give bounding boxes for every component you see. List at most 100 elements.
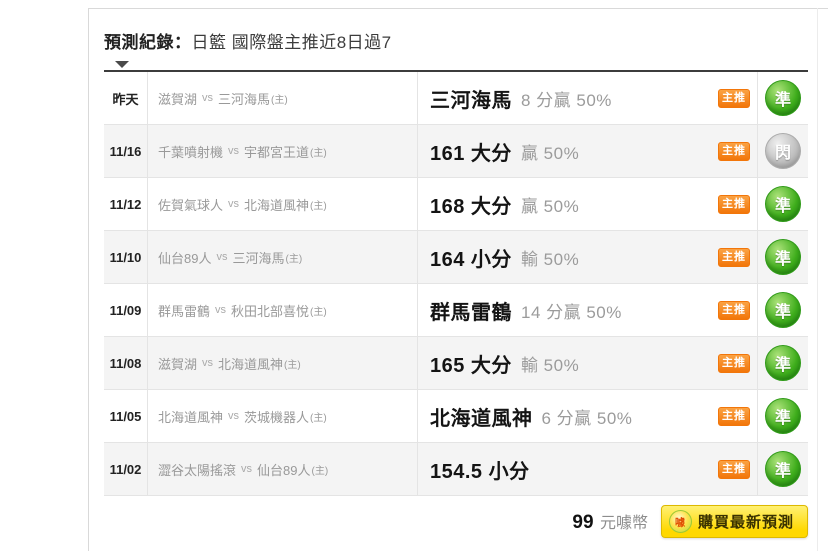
home-team-label: 茨城機器人 [244, 409, 310, 425]
matchup-cell: 群馬雷鶴 vs 秋田北部喜悅 (主) [148, 284, 418, 336]
home-mark-label: (主) [310, 306, 327, 318]
pick-cell: 三河海馬 8 分贏 50% 主推 [418, 72, 758, 124]
prediction-table-body: 昨天 滋賀湖 vs 三河海馬 (主) 三河海馬 8 分贏 50% 主推 準 11… [104, 72, 808, 496]
pick-cell: 群馬雷鶴 14 分贏 50% 主推 [418, 284, 758, 336]
result-status-icon: 準 [765, 239, 801, 275]
pick-detail-label: 14 分贏 50% [521, 302, 622, 322]
result-status-icon: 閃 [765, 133, 801, 169]
matchup-cell: 北海道風神 vs 茨城機器人 (主) [148, 390, 418, 442]
vs-label: vs [216, 251, 228, 263]
date-cell: 昨天 [104, 72, 148, 124]
main-pick-badge: 主推 [718, 88, 750, 108]
matchup-cell: 滋賀湖 vs 三河海馬 (主) [148, 72, 418, 124]
pick-detail-label: 贏 50% [520, 143, 580, 163]
date-cell: 11/12 [104, 178, 148, 230]
pick-detail-label: 8 分贏 50% [521, 90, 612, 110]
pick-main-label: 165 大分 [430, 354, 512, 377]
result-cell: 準 [758, 284, 808, 336]
page-title: 預測紀錄：日籃 國際盤主推近8日過7 [104, 28, 392, 53]
home-mark-label: (主) [310, 412, 327, 424]
result-status-icon: 準 [765, 451, 801, 487]
result-status-icon: 準 [765, 186, 801, 222]
buy-button-label: 購買最新預測 [697, 513, 794, 531]
table-row[interactable]: 11/10 仙台89人 vs 三河海馬 (主) 164 小分 輸 50% 主推 … [104, 231, 808, 284]
chevron-down-icon[interactable] [115, 61, 129, 68]
main-pick-badge: 主推 [718, 353, 750, 373]
result-cell: 閃 [758, 125, 808, 177]
result-cell: 準 [758, 231, 808, 283]
purchase-bar: 99 元噱幣 噱 購買最新預測 [104, 503, 808, 539]
table-row[interactable]: 11/05 北海道風神 vs 茨城機器人 (主) 北海道風神 6 分贏 50% … [104, 390, 808, 443]
pick-cell: 168 大分 贏 50% 主推 [418, 178, 758, 230]
price-value: 99 [572, 511, 594, 533]
page-right-divider [817, 8, 818, 551]
table-row[interactable]: 11/12 佐賀氣球人 vs 北海道風神 (主) 168 大分 贏 50% 主推… [104, 178, 808, 231]
away-team-label: 群馬雷鶴 [158, 303, 211, 319]
home-team-label: 仙台89人 [257, 462, 311, 478]
result-cell: 準 [758, 72, 808, 124]
table-row[interactable]: 11/02 澀谷太陽搖滾 vs 仙台89人 (主) 154.5 小分 主推 準 [104, 443, 808, 496]
home-team-label: 三河海馬 [218, 91, 271, 107]
result-status-icon: 準 [765, 80, 801, 116]
pick-cell: 154.5 小分 主推 [418, 443, 758, 495]
home-team-label: 三河海馬 [232, 250, 285, 266]
page-left-divider [88, 8, 89, 551]
home-team-label: 北海道風神 [244, 197, 310, 213]
pick-main-label: 168 大分 [430, 195, 512, 218]
away-team-label: 佐賀氣球人 [158, 197, 224, 213]
home-team-label: 宇都宮王道 [244, 144, 310, 160]
main-pick-badge: 主推 [718, 459, 750, 479]
main-pick-badge: 主推 [718, 247, 750, 267]
table-row[interactable]: 11/16 千葉噴射機 vs 宇都宮王道 (主) 161 大分 贏 50% 主推… [104, 125, 808, 178]
pick-main-label: 北海道風神 [430, 407, 533, 430]
buy-latest-prediction-button[interactable]: 噱 購買最新預測 [660, 504, 808, 538]
away-team-label: 滋賀湖 [158, 356, 198, 372]
pick-main-label: 三河海馬 [430, 89, 512, 112]
home-mark-label: (主) [285, 253, 303, 265]
table-row[interactable]: 11/08 滋賀湖 vs 北海道風神 (主) 165 大分 輸 50% 主推 準 [104, 337, 808, 390]
result-status-icon: 準 [765, 292, 801, 328]
home-mark-label: (主) [310, 147, 327, 159]
pick-main-label: 群馬雷鶴 [430, 301, 512, 324]
vs-label: vs [202, 357, 214, 369]
pick-detail-label: 輸 50% [520, 249, 580, 269]
vs-label: vs [228, 410, 240, 422]
prediction-table: 昨天 滋賀湖 vs 三河海馬 (主) 三河海馬 8 分贏 50% 主推 準 11… [104, 70, 808, 496]
away-team-label: 仙台89人 [158, 250, 212, 266]
vs-label: vs [215, 304, 227, 316]
away-team-label: 千葉噴射機 [158, 144, 224, 160]
vs-label: vs [202, 92, 214, 104]
main-pick-badge: 主推 [718, 141, 750, 161]
matchup-cell: 千葉噴射機 vs 宇都宮王道 (主) [148, 125, 418, 177]
home-mark-label: (主) [284, 359, 301, 371]
main-pick-badge: 主推 [718, 406, 750, 426]
away-team-label: 澀谷太陽搖滾 [158, 462, 237, 478]
vs-label: vs [228, 145, 240, 157]
date-cell: 11/08 [104, 337, 148, 389]
date-cell: 11/10 [104, 231, 148, 283]
pick-cell: 164 小分 輸 50% 主推 [418, 231, 758, 283]
home-team-label: 北海道風神 [218, 356, 284, 372]
matchup-cell: 滋賀湖 vs 北海道風神 (主) [148, 337, 418, 389]
pick-detail-label: 贏 50% [520, 196, 580, 216]
result-cell: 準 [758, 178, 808, 230]
pick-cell: 165 大分 輸 50% 主推 [418, 337, 758, 389]
home-team-label: 秋田北部喜悅 [231, 303, 310, 319]
result-cell: 準 [758, 390, 808, 442]
price-label: 99 元噱幣 [572, 509, 648, 534]
main-pick-badge: 主推 [718, 194, 750, 214]
table-row[interactable]: 昨天 滋賀湖 vs 三河海馬 (主) 三河海馬 8 分贏 50% 主推 準 [104, 72, 808, 125]
pick-detail-label: 輸 50% [520, 355, 580, 375]
home-mark-label: (主) [271, 94, 288, 106]
home-mark-label: (主) [310, 200, 327, 212]
date-cell: 11/09 [104, 284, 148, 336]
away-team-label: 滋賀湖 [158, 91, 198, 107]
date-cell: 11/16 [104, 125, 148, 177]
page-title-label: 預測紀錄： [104, 33, 192, 52]
page-title-detail: 日籃 國際盤主推近8日過7 [191, 33, 392, 52]
table-row[interactable]: 11/09 群馬雷鶴 vs 秋田北部喜悅 (主) 群馬雷鶴 14 分贏 50% … [104, 284, 808, 337]
pick-cell: 161 大分 贏 50% 主推 [418, 125, 758, 177]
pick-cell: 北海道風神 6 分贏 50% 主推 [418, 390, 758, 442]
matchup-cell: 佐賀氣球人 vs 北海道風神 (主) [148, 178, 418, 230]
